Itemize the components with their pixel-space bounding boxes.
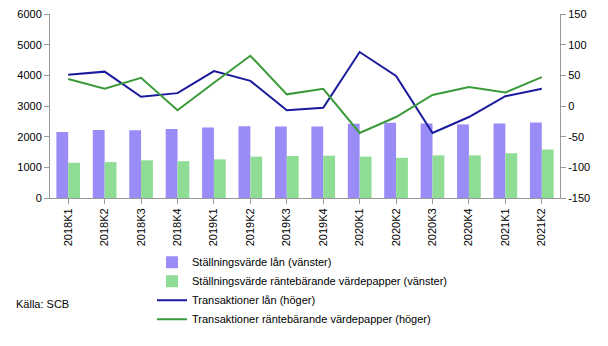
- svg-text:4000: 4000: [17, 69, 41, 81]
- svg-text:2021K1: 2021K1: [499, 208, 511, 246]
- svg-text:2019K4: 2019K4: [317, 208, 329, 246]
- svg-text:2020K2: 2020K2: [390, 208, 402, 246]
- svg-text:2018K1: 2018K1: [62, 208, 74, 246]
- svg-text:2019K3: 2019K3: [280, 208, 292, 246]
- svg-text:2020K1: 2020K1: [353, 208, 365, 246]
- svg-text:Transaktioner räntebärande vär: Transaktioner räntebärande värdepapper (…: [192, 313, 431, 325]
- svg-text:2018K2: 2018K2: [98, 208, 110, 246]
- svg-text:2020K3: 2020K3: [426, 208, 438, 246]
- svg-text:50: 50: [568, 69, 580, 81]
- svg-text:-150: -150: [568, 192, 590, 204]
- svg-text:2019K1: 2019K1: [208, 208, 220, 246]
- svg-text:6000: 6000: [17, 8, 41, 20]
- svg-text:2018K4: 2018K4: [171, 208, 183, 246]
- svg-text:3000: 3000: [17, 100, 41, 112]
- svg-text:150: 150: [568, 8, 586, 20]
- svg-text:0: 0: [568, 100, 574, 112]
- svg-text:Källa: SCB: Källa: SCB: [16, 298, 69, 310]
- svg-text:100: 100: [568, 39, 586, 51]
- svg-text:2021K2: 2021K2: [535, 208, 547, 246]
- svg-text:2019K2: 2019K2: [244, 208, 256, 246]
- svg-text:Ställningsvärde räntebärande v: Ställningsvärde räntebärande värdepapper…: [192, 275, 447, 287]
- svg-text:2020K4: 2020K4: [463, 208, 475, 246]
- svg-text:Transaktioner lån (höger): Transaktioner lån (höger): [192, 294, 315, 306]
- svg-text:Ställningsvärde lån (vänster): Ställningsvärde lån (vänster): [192, 256, 331, 268]
- svg-text:-50: -50: [568, 131, 584, 143]
- svg-text:2018K3: 2018K3: [135, 208, 147, 246]
- svg-text:2000: 2000: [17, 131, 41, 143]
- svg-text:0: 0: [36, 192, 42, 204]
- svg-text:1000: 1000: [17, 161, 41, 173]
- svg-text:-100: -100: [568, 161, 590, 173]
- svg-text:5000: 5000: [17, 39, 41, 51]
